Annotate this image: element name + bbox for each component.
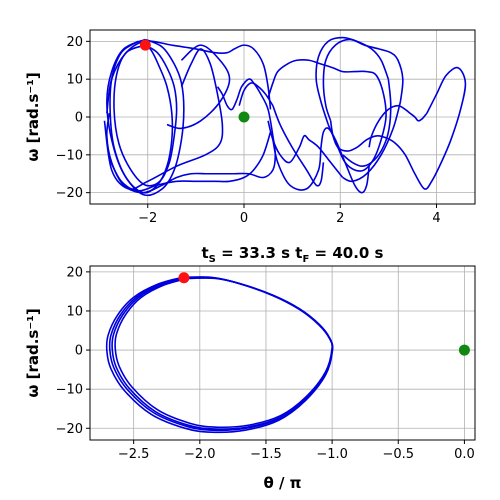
title-subscript: S <box>209 254 216 265</box>
bottom-start-marker <box>178 272 190 284</box>
top-x-tick-label: 4 <box>432 211 440 226</box>
top-x-tick-label: 0 <box>240 211 248 226</box>
top-y-tick-label: 0 <box>75 111 83 126</box>
title-segment: = 40.0 s <box>309 244 383 262</box>
top-trajectory-line <box>342 79 392 167</box>
top-trajectory-line <box>106 40 272 114</box>
bottom-y-tick-label: 10 <box>66 304 83 319</box>
bottom-plot-frame <box>89 265 476 441</box>
top-y-tick-label: −20 <box>56 186 83 201</box>
title-segment: t <box>295 244 302 262</box>
top-y-axis-label: ω [rad.s⁻¹] <box>24 72 42 161</box>
top-trajectory-line <box>272 127 370 194</box>
title-subscript: F <box>302 254 309 265</box>
bottom-x-tick-label: 0.0 <box>454 447 475 462</box>
top-trajectory-line <box>108 131 272 192</box>
bottom-x-tick-label: −2.0 <box>184 447 216 462</box>
top-start-marker <box>139 39 151 51</box>
top-trajectory-line <box>329 66 467 190</box>
top-trajectory-line <box>166 44 231 130</box>
bottom-trajectory-line <box>105 276 334 434</box>
title-segment: = 33.3 s <box>216 244 290 262</box>
bottom-y-tick-label: 0 <box>75 344 83 359</box>
bottom-y-axis-label: ω [rad.s⁻¹] <box>24 308 42 397</box>
bottom-phase-plot: −2.5 −2.0 −1.5 −1.0 −0.5 0.0 −20 −10 0 10 20 ω [rad… <box>24 244 476 492</box>
bottom-trajectory-group <box>105 276 334 434</box>
bottom-x-tick-label: −2.5 <box>118 447 150 462</box>
top-y-tick-label: −10 <box>56 148 83 163</box>
top-trajectory-line <box>238 82 274 107</box>
top-trajectory-line <box>368 104 428 148</box>
top-trajectory-line <box>315 36 390 125</box>
top-trajectory-line <box>267 58 387 172</box>
bottom-y-tick-label: 20 <box>66 265 83 280</box>
bottom-x-tick-label: −0.5 <box>382 447 414 462</box>
top-trajectory-line <box>267 120 344 179</box>
title-segment: t <box>202 244 209 262</box>
bottom-chart-title: tS = 33.3 s tF = 40.0 s <box>202 244 384 265</box>
top-trajectory-line <box>103 48 224 191</box>
top-trajectory-group <box>103 36 467 197</box>
top-x-tick-label: 2 <box>336 211 344 226</box>
bottom-x-tick-label: −1.5 <box>250 447 282 462</box>
top-trajectory-line <box>342 101 402 183</box>
bottom-y-tick-label: −20 <box>56 422 83 437</box>
top-trajectory-line <box>272 105 325 187</box>
bottom-end-marker <box>458 344 470 356</box>
top-y-tick-label: 20 <box>66 35 83 50</box>
top-trajectory-line <box>106 78 277 194</box>
bottom-x-axis-label: θ / π <box>263 474 301 492</box>
top-y-tick-label: 10 <box>66 73 83 88</box>
top-end-marker <box>238 111 250 123</box>
bottom-x-tick-label: −1.0 <box>316 447 348 462</box>
top-x-tick-label: −2 <box>138 211 157 226</box>
top-trajectory-line <box>106 38 185 197</box>
bottom-y-tick-label: −10 <box>56 383 83 398</box>
top-plot-frame <box>89 29 476 205</box>
bottom-trajectory-line <box>111 276 334 430</box>
